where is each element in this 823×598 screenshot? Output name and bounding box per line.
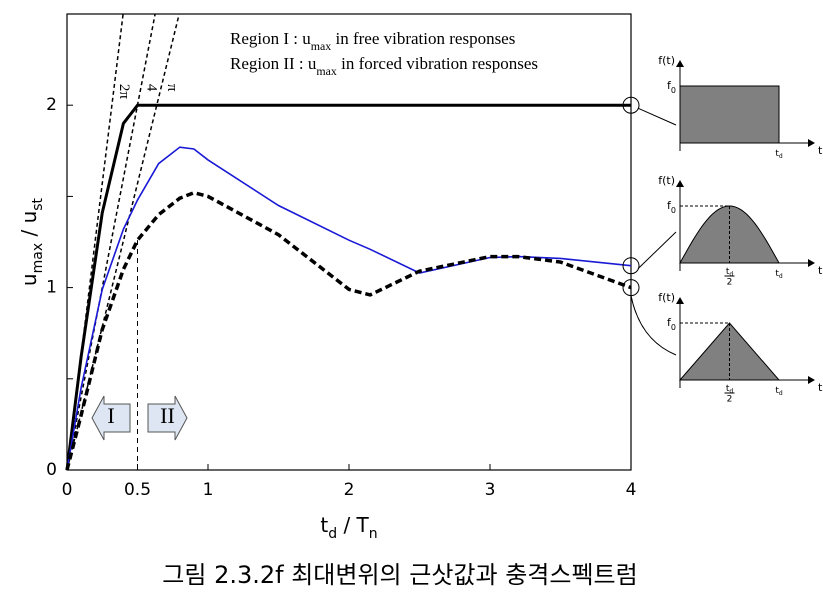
y-axis-label: umax / ust: [17, 197, 47, 286]
note-part: in forced vibration responses: [337, 54, 538, 73]
inset-label-part: d: [779, 273, 783, 280]
inset-label: f0: [667, 79, 676, 95]
reference-label: π: [164, 84, 180, 92]
y-tick-label: 2: [46, 95, 57, 115]
inset-label-part: d: [779, 153, 783, 160]
series-line: [65, 103, 631, 471]
x-axis-label: td / Tn: [320, 513, 377, 543]
y-axis-label-part: / u: [17, 211, 41, 243]
inset-arrow: [808, 376, 815, 384]
inset-label: td: [726, 267, 734, 279]
series-line: [65, 190, 632, 471]
inset-label-part: f: [667, 199, 672, 212]
inset-label: t: [818, 381, 823, 394]
inset-arrow: [676, 180, 684, 187]
note: Region II : umax in forced vibration res…: [230, 54, 538, 78]
inset-label-part: d: [779, 390, 783, 397]
inset-label-part: t: [775, 386, 779, 396]
x-tick-label: 0.5: [124, 480, 151, 500]
inset-label-part: t: [775, 269, 779, 279]
inset-pulse: [679, 205, 780, 264]
inset-label: td: [726, 384, 734, 396]
inset-label-part: t: [726, 384, 730, 394]
reference-label: 4: [143, 84, 159, 92]
series-line: [66, 146, 632, 471]
inset-label: 2: [727, 278, 733, 288]
inset-label-part: 0: [671, 86, 676, 95]
y-axis-label-part: u: [17, 273, 41, 286]
x-tick-label: 0: [62, 480, 73, 500]
x-tick-label: 1: [203, 480, 214, 500]
caption: 그림 2.3.2f 최대변위의 근삿값과 충격스펙트럼: [162, 561, 637, 589]
inset-label-part: t: [775, 149, 779, 159]
region-label: II: [160, 403, 175, 428]
inset-label: f(t): [658, 291, 675, 304]
x-tick-label: 2: [344, 480, 355, 500]
note-part: u: [302, 29, 311, 48]
inset-pulse: [678, 322, 781, 381]
x-axis-label-part: d: [328, 526, 337, 542]
plot-frame: [66, 13, 632, 471]
connector: [637, 107, 677, 126]
inset-label: td: [775, 149, 783, 161]
y-tick-label: 1: [46, 278, 57, 298]
connector: [637, 231, 677, 270]
inset-label: f0: [667, 316, 676, 332]
reference-line: [67, 14, 156, 470]
inset-label-part: f: [667, 79, 672, 92]
note-part: max: [316, 64, 337, 78]
x-tick-label: 3: [485, 480, 496, 500]
x-tick-label: 4: [626, 480, 637, 500]
x-axis-label-part: t: [320, 513, 328, 537]
inset-label-part: 0: [671, 206, 676, 215]
inset-label: 2: [727, 395, 733, 405]
inset-arrow: [808, 259, 815, 267]
y-tick-label: 0: [46, 460, 57, 480]
reference-label: 2π: [116, 84, 132, 100]
note-part: Region I :: [230, 29, 302, 48]
inset-pulse: [679, 85, 780, 144]
inset-label-part: d: [729, 388, 733, 395]
inset-label-part: 0: [671, 323, 676, 332]
inset-label: f(t): [658, 54, 675, 67]
y-axis-label-part: max: [30, 243, 46, 274]
inset-label-part: d: [729, 271, 733, 278]
x-axis-label-part: / T: [337, 513, 369, 537]
inset-label: f(t): [658, 174, 675, 187]
inset-label: t: [818, 264, 823, 277]
end-circle: [622, 96, 640, 114]
note-part: Region II :: [230, 54, 308, 73]
inset-label: t: [818, 144, 823, 157]
inset-arrow: [676, 60, 684, 67]
inset-arrow: [676, 297, 684, 304]
inset-label-part: t: [726, 267, 730, 277]
inset-label: td: [775, 269, 783, 281]
note-part: in free vibration responses: [331, 29, 515, 48]
connector: [630, 295, 677, 356]
y-axis-label-part: st: [30, 197, 46, 210]
x-axis-label-part: n: [369, 526, 378, 542]
end-circle: [622, 257, 640, 275]
region-arrow: [147, 395, 188, 441]
inset-arrow: [808, 139, 815, 147]
note-part: max: [311, 39, 332, 53]
inset-label: f0: [667, 199, 676, 215]
inset-label-part: f: [667, 316, 672, 329]
inset-label: td: [775, 386, 783, 398]
note: Region I : umax in free vibration respon…: [230, 29, 515, 53]
note-part: u: [308, 54, 317, 73]
region-label: I: [107, 403, 114, 428]
region-arrow: [91, 395, 131, 441]
